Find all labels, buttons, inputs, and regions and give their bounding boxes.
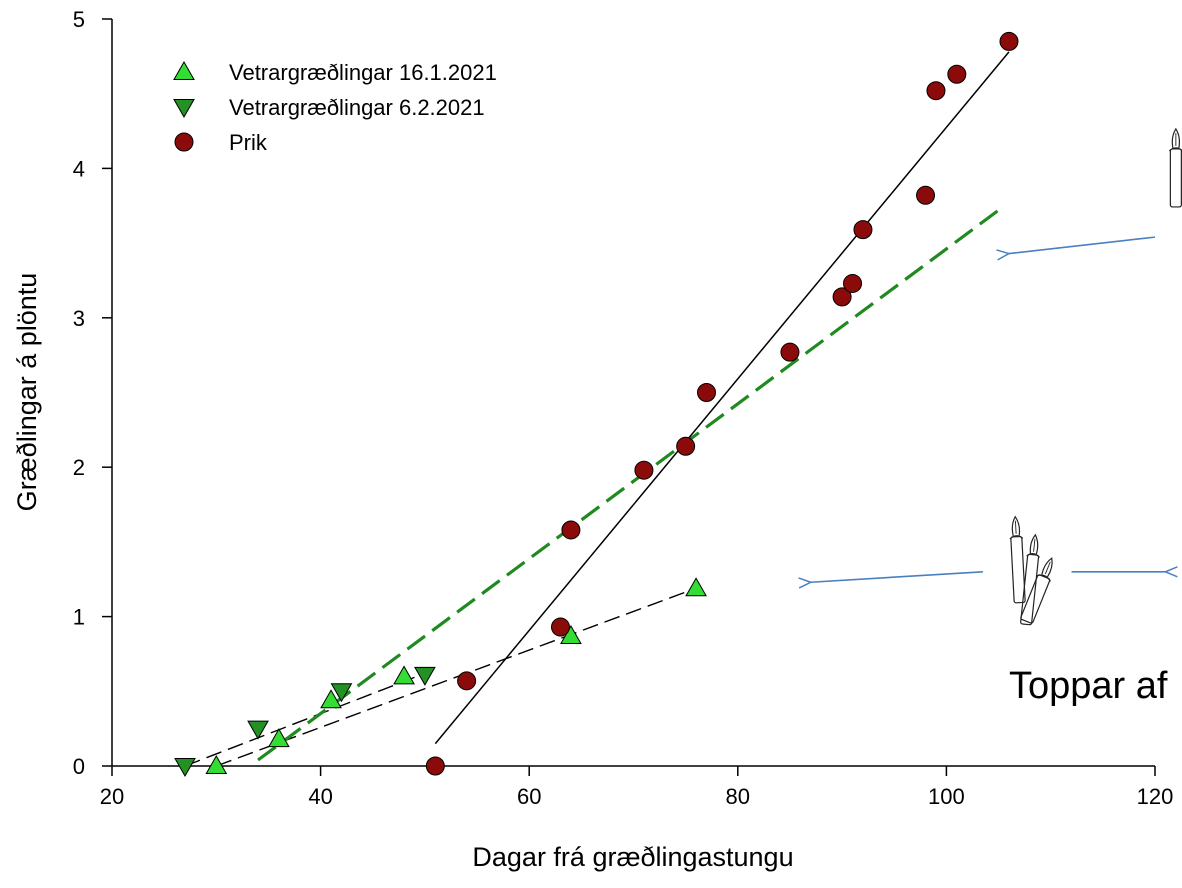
- stem-body: [1020, 553, 1040, 626]
- data-point: [999, 31, 1019, 51]
- axes: 20 40 60 80 100 120 0 1 2 3 4 5: [73, 7, 1174, 809]
- cutting-stem: [1009, 515, 1026, 604]
- data-point: [268, 728, 290, 748]
- data-point: [780, 342, 800, 362]
- y-tick-label: 2: [73, 455, 85, 480]
- legend-marker: [174, 132, 194, 152]
- x-tick-label: 80: [726, 784, 750, 809]
- fit-line: [216, 587, 697, 767]
- data-point: [676, 436, 696, 456]
- stem-bud-vein: [1033, 538, 1036, 552]
- data-point: [832, 287, 852, 307]
- legend-label: Prik: [229, 130, 268, 155]
- data-point: [330, 683, 353, 703]
- legend: Vetrargræðlingar 16.1.2021 Vetrargræðling…: [173, 60, 497, 155]
- stem-node: [1168, 147, 1182, 152]
- y-axis-title: Græðlingar á plöntu: [12, 273, 42, 512]
- data-point: [947, 64, 967, 84]
- legend-label: Vetrargræðlingar 6.2.2021: [229, 95, 485, 120]
- y-tick-label: 5: [73, 7, 85, 32]
- data-point: [843, 273, 863, 293]
- cutting-group-icon: [1009, 515, 1053, 626]
- data-point: [425, 756, 445, 776]
- stem-bud: [1041, 557, 1053, 578]
- fit-lines: [184, 51, 1010, 767]
- annotation-arrow: [1009, 236, 1156, 253]
- stem-body: [1020, 574, 1051, 624]
- cutting-stem: [1020, 533, 1040, 626]
- stem-bud-vein: [1044, 561, 1051, 575]
- x-tick-label: 40: [308, 784, 332, 809]
- data-point: [414, 666, 436, 686]
- icons-layer: [1009, 127, 1182, 626]
- annotation-arrow: [811, 570, 983, 582]
- data-point: [634, 460, 654, 480]
- fit-line: [257, 208, 1000, 762]
- stem-body: [1169, 148, 1182, 208]
- data-point: [853, 220, 873, 240]
- cutting-stem: [1168, 127, 1182, 208]
- x-axis-title: Dagar frá græðlingastungu: [472, 842, 793, 872]
- data-point: [550, 617, 570, 637]
- annotations: Toppar af: [1009, 665, 1168, 707]
- x-tick-label: 20: [100, 784, 124, 809]
- data-point: [685, 577, 707, 597]
- data-point: [320, 689, 342, 709]
- legend-marker: [173, 99, 195, 119]
- legend-label: Vetrargræðlingar 16.1.2021: [229, 60, 497, 85]
- legend-marker: [173, 60, 195, 80]
- single-cutting-icon: [1168, 127, 1182, 208]
- stem-bud-vein: [1014, 520, 1017, 534]
- data-points: [174, 31, 1019, 778]
- y-tick-label: 1: [73, 605, 85, 630]
- fit-line: [184, 672, 426, 767]
- stem-node: [1009, 535, 1024, 540]
- stem-bud: [1171, 127, 1181, 149]
- stem-bud: [1029, 533, 1039, 555]
- data-point: [393, 665, 415, 685]
- annotation-text: Toppar af: [1009, 665, 1168, 707]
- stem-body: [1010, 535, 1026, 604]
- data-point: [174, 758, 196, 778]
- stem-node: [1026, 553, 1040, 558]
- data-point: [457, 671, 477, 691]
- x-tick-label: 100: [928, 784, 965, 809]
- stem-bud: [1011, 515, 1021, 537]
- data-point: [926, 81, 946, 101]
- y-tick-label: 4: [73, 156, 85, 181]
- cutting-stem: [1020, 557, 1053, 624]
- data-point: [916, 185, 936, 205]
- arrows-layer: [811, 236, 1166, 582]
- x-tick-label: 120: [1137, 784, 1174, 809]
- fit-line: [434, 51, 1010, 745]
- data-point: [247, 720, 269, 740]
- y-tick-label: 3: [73, 306, 85, 331]
- data-point: [697, 383, 717, 402]
- data-point: [561, 520, 581, 540]
- y-tick-label: 0: [73, 754, 85, 779]
- data-point: [205, 754, 228, 774]
- stem-node: [1036, 574, 1051, 582]
- x-tick-label: 60: [517, 784, 541, 809]
